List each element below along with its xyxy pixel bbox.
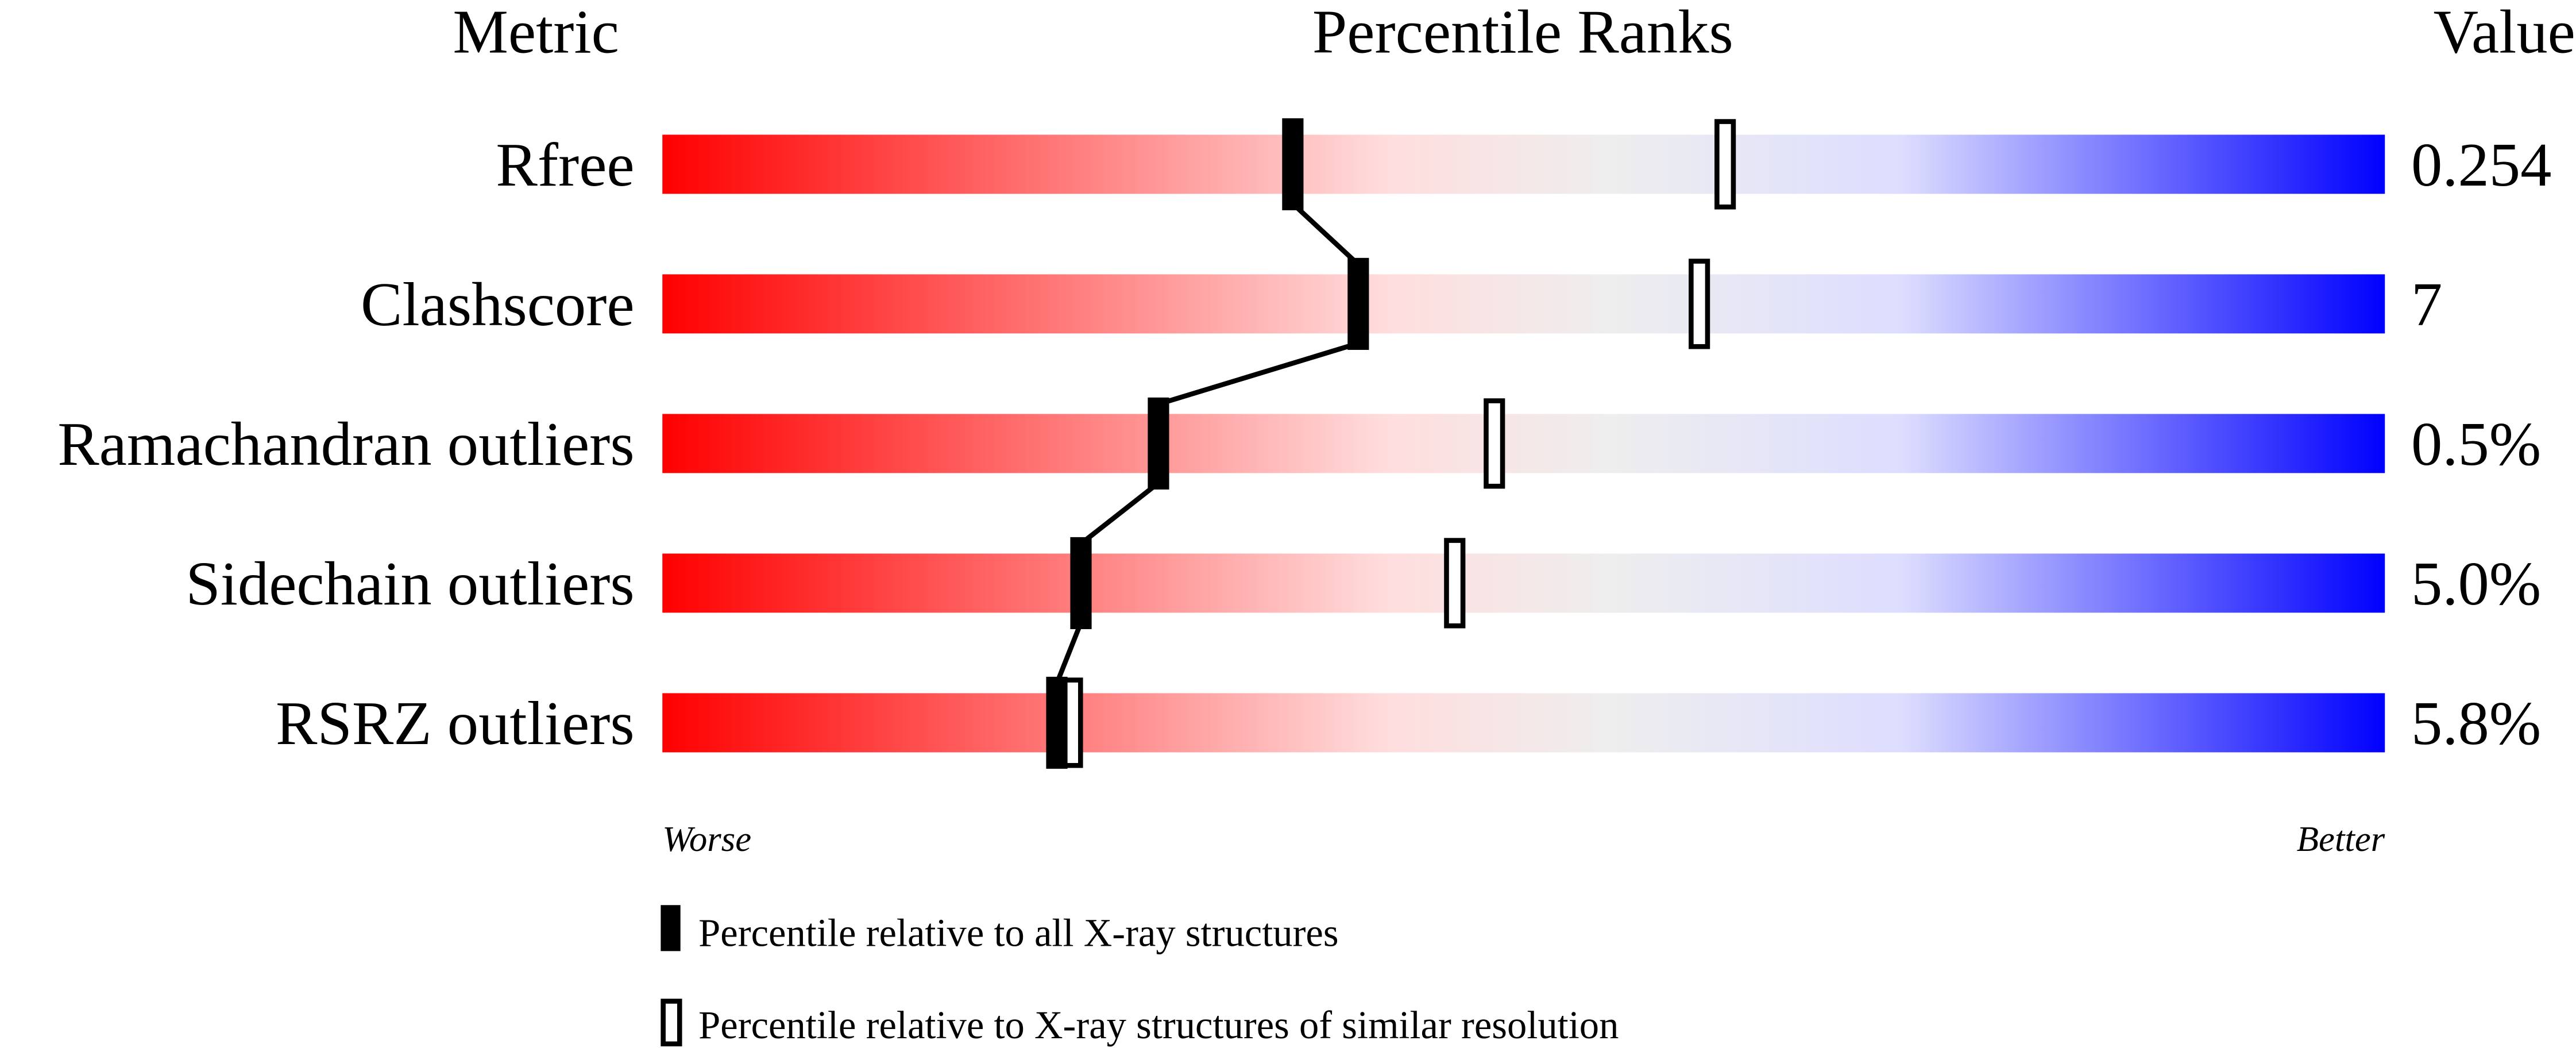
metric-label: Rfree <box>496 130 634 199</box>
marker-all-structures <box>1282 118 1304 210</box>
metric-value: 0.254 <box>2411 130 2551 199</box>
metric-label: RSRZ outliers <box>276 689 635 758</box>
marker-all-structures <box>1148 397 1169 490</box>
metric-row: Ramachandran outliers 0.5% <box>57 410 2541 479</box>
metric-row: Sidechain outliers 5.0% <box>186 549 2541 618</box>
axis-label-better: Better <box>2297 819 2385 859</box>
connector-line <box>1055 202 1360 684</box>
marker-all-structures <box>1347 257 1369 350</box>
metric-row: Clashscore 7 <box>361 270 2442 339</box>
marker-similar-resolution <box>1714 119 1736 210</box>
percentile-bar <box>662 134 2385 194</box>
header-value: Value <box>2434 0 2575 66</box>
metric-label: Clashscore <box>361 270 635 339</box>
metric-value: 7 <box>2411 270 2442 339</box>
marker-all-structures <box>1046 676 1068 769</box>
header-metric: Metric <box>453 0 619 66</box>
metric-row: RSRZ outliers 5.8% <box>276 689 2541 758</box>
legend-label-similar: Percentile relative to X-ray structures … <box>698 1003 1619 1047</box>
metric-value: 5.0% <box>2411 549 2541 618</box>
marker-similar-resolution <box>1689 259 1710 349</box>
axis-label-worse: Worse <box>662 819 751 859</box>
metric-value: 5.8% <box>2411 689 2541 758</box>
percentile-bar <box>662 693 2385 753</box>
percentile-bar <box>662 274 2385 334</box>
legend-label-all: Percentile relative to all X-ray structu… <box>698 911 1338 955</box>
legend-open-marker <box>661 999 682 1047</box>
header-percentile-ranks: Percentile Ranks <box>1312 0 1733 66</box>
marker-similar-resolution <box>1444 538 1466 629</box>
marker-all-structures <box>1070 537 1092 629</box>
percentile-bar <box>662 553 2385 613</box>
percentile-bar <box>662 414 2385 473</box>
metric-label: Sidechain outliers <box>186 549 634 618</box>
marker-similar-resolution <box>1484 398 1505 489</box>
metric-label: Ramachandran outliers <box>57 410 634 479</box>
metric-value: 0.5% <box>2411 410 2541 479</box>
legend-filled-marker <box>661 905 681 951</box>
metric-row: Rfree 0.254 <box>496 130 2551 199</box>
